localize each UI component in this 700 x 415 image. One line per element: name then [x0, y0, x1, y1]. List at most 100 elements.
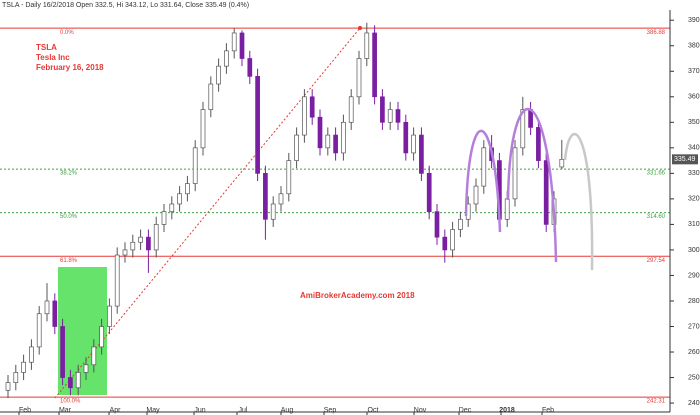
candle-body	[317, 116, 323, 149]
candle-body	[333, 134, 338, 154]
x-tick-label: Mar	[59, 407, 72, 414]
candle-body	[536, 127, 541, 161]
x-tick-label: Jun	[194, 407, 205, 414]
candle-body	[450, 229, 455, 251]
candle-body	[60, 326, 65, 378]
header: TSLA - Daily 16/2/2018 Open 332.5, Hi 34…	[2, 2, 249, 9]
candle-body	[520, 109, 526, 149]
fib-name: 38.2%	[60, 171, 78, 177]
candle-body	[543, 160, 549, 225]
candle-body	[107, 305, 112, 327]
candle-body	[247, 58, 253, 77]
y-tick-label: 380	[688, 43, 700, 50]
x-tick-label: Nov	[414, 407, 427, 414]
y-tick-label: 300	[688, 247, 700, 254]
candle-body	[153, 224, 159, 251]
x-tick-label: Feb	[542, 407, 554, 414]
x-tick-label: 2018	[499, 407, 515, 414]
y-tick-label: 340	[688, 145, 700, 152]
y-tick-label: 320	[688, 196, 700, 203]
candle-body	[309, 96, 315, 118]
candle-body	[169, 203, 175, 212]
candle-body	[146, 236, 151, 251]
candle-body	[44, 300, 50, 315]
candle-body	[122, 249, 128, 256]
fib-value: 386.88	[647, 30, 666, 36]
watermark: AmiBrokerAcademy.com 2018	[300, 291, 415, 300]
candle-body	[380, 96, 385, 123]
y-tick-label: 350	[688, 119, 700, 126]
candle-body	[473, 185, 479, 205]
fib-value: 314.60	[647, 214, 666, 220]
candle-body	[403, 121, 409, 154]
candle-body	[99, 326, 104, 348]
pattern-arc	[506, 107, 558, 263]
fib-name: 61.8%	[60, 258, 78, 264]
candle-body	[426, 173, 432, 212]
candle-body	[302, 96, 307, 136]
candle-body	[387, 109, 393, 123]
candle-body	[341, 121, 346, 154]
fib-name: 50.0%	[60, 214, 78, 220]
last-price: 335.49	[674, 156, 696, 163]
x-tick-label: Jul	[239, 407, 248, 414]
candle-body	[21, 361, 26, 373]
candle-body	[36, 313, 42, 348]
x-tick-label: May	[146, 407, 160, 414]
candle-body	[419, 134, 424, 174]
pattern-arc	[464, 129, 502, 233]
candle-body	[231, 32, 237, 52]
pattern-arc	[563, 132, 594, 271]
highlight-box	[58, 267, 107, 395]
candle-body	[559, 158, 565, 168]
candle-body	[52, 300, 58, 327]
candle-body	[434, 211, 440, 238]
candle-body	[442, 236, 448, 251]
last-price-box	[672, 154, 698, 165]
candle-body	[216, 65, 221, 85]
candle-body	[208, 83, 214, 110]
y-tick-label: 250	[688, 374, 700, 381]
candle-body	[224, 50, 229, 67]
y-tick-label: 330	[688, 170, 700, 177]
fib-value: 331.66	[647, 171, 666, 177]
x-tick-label: Aug	[281, 407, 294, 414]
candle-body	[255, 76, 260, 174]
candle-body	[192, 147, 198, 184]
candle-body	[481, 147, 487, 187]
candle-body	[348, 96, 354, 123]
x-tick-label: Apr	[110, 407, 122, 414]
candle-body	[458, 218, 463, 230]
y-tick-label: 390	[688, 17, 700, 24]
candle-body	[411, 134, 416, 154]
y-tick-label: 270	[688, 323, 700, 330]
fib-value: 242.31	[647, 399, 666, 405]
x-tick-label: Oct	[368, 407, 379, 414]
annotation: TSLA	[36, 43, 57, 52]
candle-body	[185, 183, 190, 195]
candle-body	[504, 198, 510, 220]
candle-body	[68, 377, 73, 389]
candle-body	[75, 372, 81, 389]
y-tick-label: 370	[688, 68, 700, 75]
candle-body	[239, 32, 245, 59]
x-tick-label: Dec	[459, 407, 472, 414]
candle-body	[177, 193, 182, 205]
candle-body	[13, 372, 19, 383]
candle-body	[286, 160, 292, 195]
candle-body	[5, 382, 11, 391]
candle-body	[263, 173, 268, 220]
candle-body	[372, 32, 377, 98]
x-tick-label: Feb	[19, 407, 31, 414]
candle-body	[91, 346, 97, 366]
x-tick-label: Sep	[324, 407, 337, 414]
candle-body	[512, 147, 518, 200]
fib-name: 0.0%	[60, 30, 74, 36]
candle-body	[161, 211, 167, 225]
candle-body	[138, 236, 143, 243]
candle-body	[356, 58, 362, 98]
y-tick-label: 360	[688, 94, 700, 101]
candle-body	[114, 254, 120, 307]
